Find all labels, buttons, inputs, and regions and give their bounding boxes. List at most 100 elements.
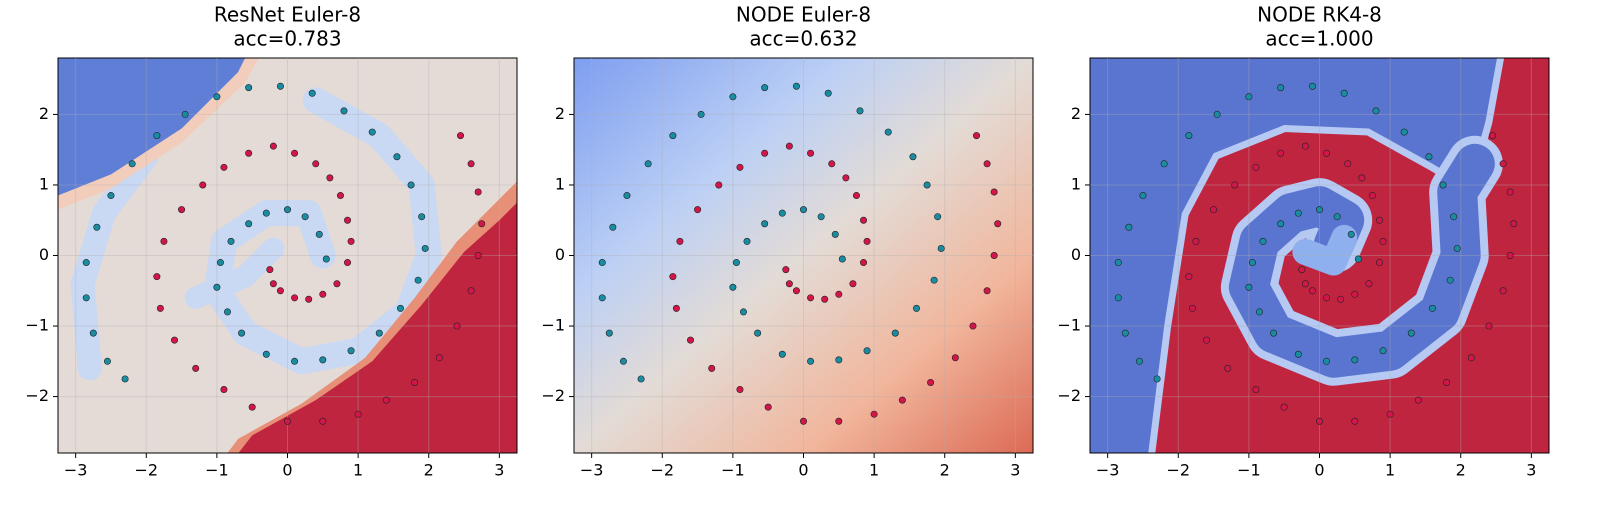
point xyxy=(1160,160,1168,168)
y-tick-label: 0 xyxy=(555,245,565,264)
point xyxy=(276,82,284,90)
point xyxy=(1446,276,1454,284)
point xyxy=(619,357,627,365)
point xyxy=(687,336,695,344)
point xyxy=(245,149,253,157)
point xyxy=(1231,181,1239,189)
point xyxy=(223,308,231,316)
point xyxy=(1376,216,1384,224)
point xyxy=(909,153,917,161)
point xyxy=(860,216,868,224)
point xyxy=(807,149,815,157)
point xyxy=(835,290,843,298)
decision-region xyxy=(574,58,1033,453)
point xyxy=(792,82,800,90)
point xyxy=(927,378,935,386)
point xyxy=(156,304,164,312)
point xyxy=(396,304,404,312)
point xyxy=(898,396,906,404)
point xyxy=(283,417,291,425)
point xyxy=(754,329,762,337)
point xyxy=(1255,308,1263,316)
point xyxy=(326,174,334,182)
point xyxy=(884,128,892,136)
point xyxy=(1428,304,1436,312)
point xyxy=(1386,410,1394,418)
point xyxy=(792,287,800,295)
point xyxy=(807,357,815,365)
point xyxy=(1368,192,1376,200)
y-tick-label: 0 xyxy=(39,245,49,264)
point xyxy=(1277,220,1285,228)
point xyxy=(761,84,769,92)
region-blue xyxy=(1090,58,1498,453)
point xyxy=(1506,252,1514,260)
point xyxy=(1450,213,1458,221)
point xyxy=(344,259,352,267)
point xyxy=(1294,350,1302,358)
point xyxy=(375,329,383,337)
point xyxy=(1323,149,1331,157)
point xyxy=(799,206,807,214)
point xyxy=(269,142,277,150)
point xyxy=(761,149,769,157)
point xyxy=(672,304,680,312)
point xyxy=(160,237,168,245)
point xyxy=(248,403,256,411)
point xyxy=(1270,329,1278,337)
point xyxy=(923,181,931,189)
point xyxy=(1485,322,1493,330)
point xyxy=(1340,89,1348,97)
chart-subtitle: acc=0.783 xyxy=(233,27,341,51)
region-band xyxy=(70,144,159,381)
point xyxy=(852,192,860,200)
point xyxy=(301,213,309,221)
point xyxy=(474,188,482,196)
point xyxy=(269,280,277,288)
point xyxy=(421,244,429,252)
point xyxy=(344,216,352,224)
x-tick-label: 1 xyxy=(1385,461,1395,480)
point xyxy=(245,84,253,92)
point xyxy=(266,266,274,274)
point xyxy=(1301,280,1309,288)
point xyxy=(474,252,482,260)
point xyxy=(453,322,461,330)
point xyxy=(842,174,850,182)
y-tick-label: 1 xyxy=(1071,174,1081,193)
point xyxy=(870,410,878,418)
point xyxy=(1489,132,1497,140)
point xyxy=(1308,287,1316,295)
point xyxy=(213,93,221,101)
point xyxy=(192,364,200,372)
point xyxy=(1308,82,1316,90)
point xyxy=(1203,336,1211,344)
point xyxy=(411,378,419,386)
point xyxy=(1351,417,1359,425)
point xyxy=(860,259,868,267)
point xyxy=(1277,84,1285,92)
point xyxy=(312,160,320,168)
point xyxy=(308,89,316,97)
point xyxy=(831,230,839,238)
point xyxy=(1185,273,1193,281)
point xyxy=(1347,230,1355,238)
point xyxy=(785,280,793,288)
point xyxy=(414,276,422,284)
point xyxy=(93,223,101,231)
point xyxy=(262,350,270,358)
point xyxy=(1372,107,1380,115)
point xyxy=(128,160,136,168)
point xyxy=(1344,160,1352,168)
point xyxy=(1499,287,1507,295)
point xyxy=(1365,280,1373,288)
point xyxy=(821,295,829,303)
point xyxy=(951,354,959,362)
point xyxy=(1210,206,1218,214)
point xyxy=(912,304,920,312)
point xyxy=(778,209,786,217)
point xyxy=(1259,237,1267,245)
y-tick-label: 2 xyxy=(555,104,565,123)
point xyxy=(1376,259,1384,267)
